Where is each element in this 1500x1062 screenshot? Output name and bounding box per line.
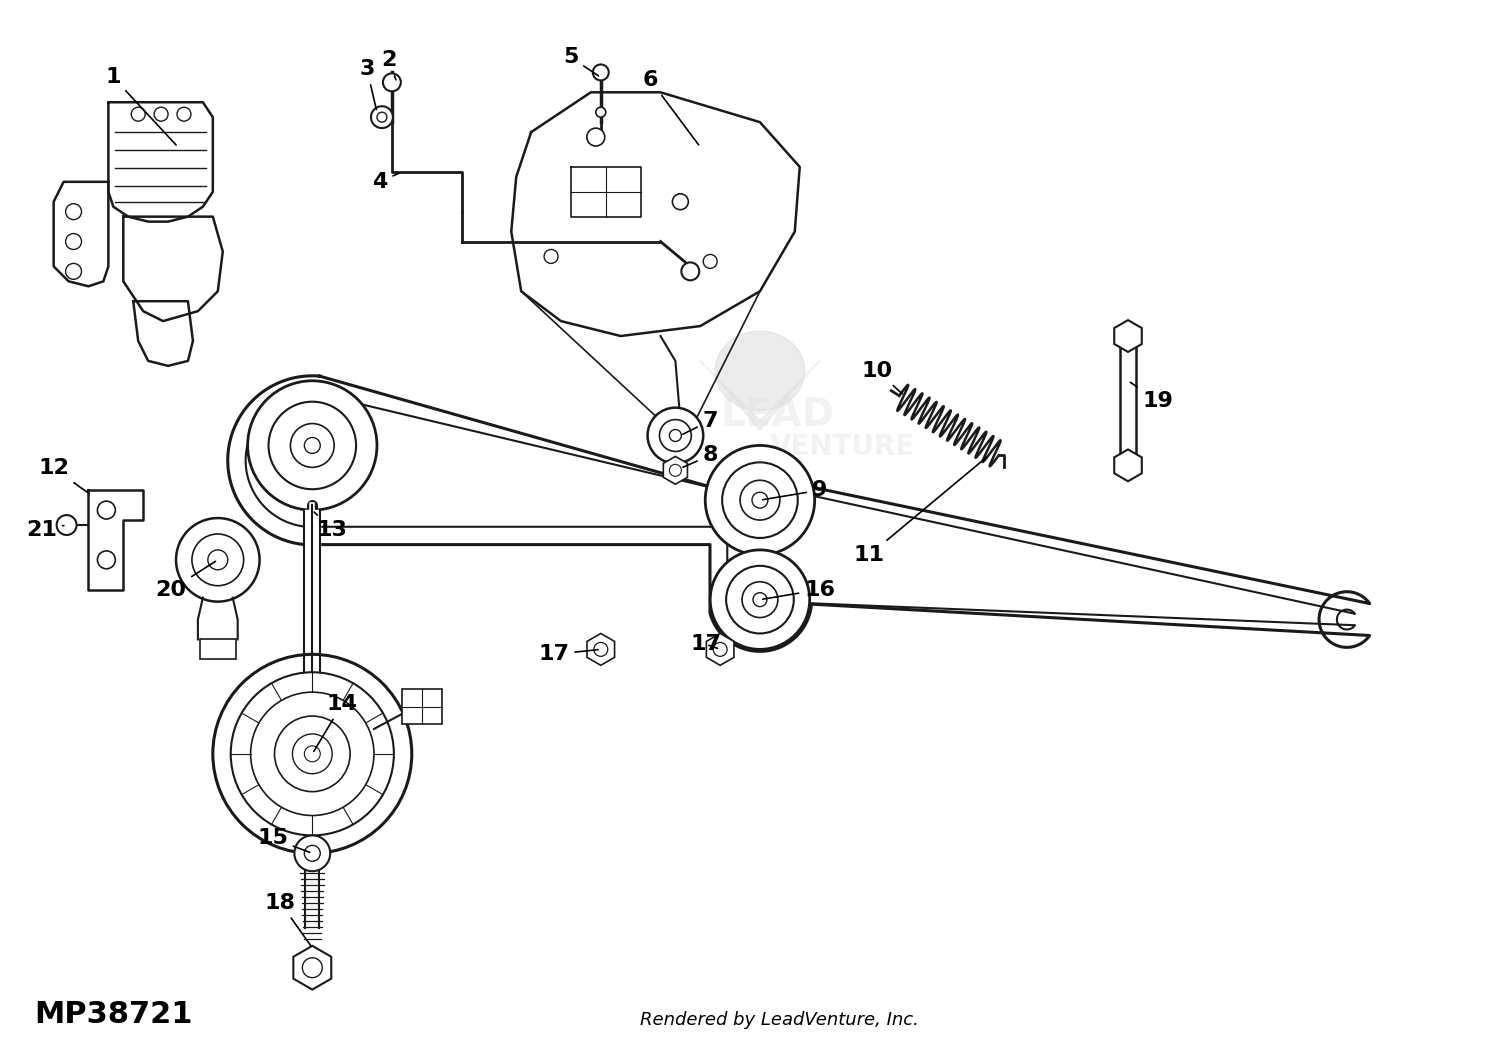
- Circle shape: [292, 734, 332, 774]
- Text: VENTURE: VENTURE: [770, 433, 915, 461]
- Circle shape: [177, 107, 190, 121]
- Circle shape: [304, 746, 321, 761]
- Text: 14: 14: [314, 695, 357, 752]
- Circle shape: [98, 551, 116, 569]
- Circle shape: [251, 692, 374, 816]
- Circle shape: [132, 107, 146, 121]
- Circle shape: [192, 534, 243, 586]
- Polygon shape: [200, 639, 236, 660]
- Circle shape: [268, 401, 356, 490]
- Circle shape: [248, 381, 376, 510]
- Circle shape: [648, 408, 704, 463]
- Circle shape: [752, 492, 768, 508]
- Circle shape: [98, 501, 116, 519]
- Text: LEAD: LEAD: [720, 395, 834, 433]
- Circle shape: [376, 113, 387, 122]
- Circle shape: [57, 515, 76, 535]
- Text: 8: 8: [682, 445, 718, 467]
- Circle shape: [209, 550, 228, 570]
- Circle shape: [294, 836, 330, 871]
- Circle shape: [154, 107, 168, 121]
- Circle shape: [672, 193, 688, 209]
- Text: 2: 2: [381, 51, 396, 80]
- Text: 3: 3: [360, 59, 376, 109]
- Circle shape: [231, 672, 394, 836]
- Text: 5: 5: [564, 48, 598, 75]
- Text: Rendered by LeadVenture, Inc.: Rendered by LeadVenture, Inc.: [640, 1011, 920, 1029]
- Polygon shape: [294, 946, 332, 990]
- Polygon shape: [306, 871, 320, 928]
- Text: 6: 6: [644, 70, 699, 144]
- Circle shape: [382, 73, 400, 91]
- Text: 1: 1: [105, 67, 176, 145]
- Polygon shape: [663, 457, 687, 484]
- Circle shape: [594, 643, 608, 656]
- Circle shape: [213, 654, 412, 853]
- Polygon shape: [1114, 449, 1142, 481]
- Circle shape: [726, 566, 794, 633]
- Polygon shape: [88, 491, 142, 589]
- Circle shape: [303, 958, 322, 978]
- Text: 19: 19: [1131, 382, 1173, 411]
- Circle shape: [370, 106, 393, 129]
- Text: 12: 12: [38, 459, 88, 494]
- Circle shape: [710, 550, 810, 649]
- Circle shape: [176, 518, 260, 602]
- Text: 7: 7: [682, 411, 718, 434]
- Polygon shape: [706, 633, 734, 665]
- Text: 18: 18: [266, 893, 310, 945]
- Text: 11: 11: [853, 457, 987, 565]
- Circle shape: [669, 429, 681, 442]
- Text: 10: 10: [862, 361, 901, 394]
- Text: 17: 17: [538, 645, 598, 665]
- Circle shape: [712, 643, 728, 656]
- Polygon shape: [228, 376, 1370, 651]
- Circle shape: [681, 262, 699, 280]
- Circle shape: [669, 464, 681, 476]
- Text: 17: 17: [690, 634, 722, 654]
- Text: 16: 16: [762, 580, 836, 600]
- Circle shape: [586, 129, 604, 145]
- Polygon shape: [586, 633, 615, 665]
- Text: MP38721: MP38721: [34, 1000, 192, 1029]
- Circle shape: [753, 593, 766, 606]
- Text: 21: 21: [27, 520, 64, 539]
- Polygon shape: [54, 182, 108, 287]
- Text: 20: 20: [156, 562, 216, 600]
- Polygon shape: [700, 361, 819, 430]
- Polygon shape: [123, 217, 224, 321]
- Circle shape: [722, 462, 798, 538]
- Circle shape: [704, 255, 717, 269]
- Circle shape: [740, 480, 780, 520]
- Polygon shape: [512, 92, 800, 336]
- Circle shape: [592, 65, 609, 81]
- Polygon shape: [402, 689, 441, 724]
- Circle shape: [274, 716, 350, 791]
- Text: 13: 13: [315, 512, 348, 539]
- Circle shape: [66, 234, 81, 250]
- Polygon shape: [134, 302, 194, 366]
- Polygon shape: [108, 102, 213, 222]
- Circle shape: [304, 845, 321, 861]
- Circle shape: [660, 419, 692, 451]
- Circle shape: [304, 438, 321, 453]
- Text: 15: 15: [256, 828, 309, 853]
- Polygon shape: [572, 167, 640, 217]
- Circle shape: [705, 445, 815, 554]
- Circle shape: [66, 263, 81, 279]
- Circle shape: [742, 582, 778, 617]
- Polygon shape: [716, 331, 804, 411]
- Polygon shape: [304, 510, 321, 823]
- Circle shape: [291, 424, 334, 467]
- Circle shape: [66, 204, 81, 220]
- Polygon shape: [1120, 336, 1136, 465]
- Text: 9: 9: [762, 480, 828, 500]
- Text: 4: 4: [372, 172, 399, 192]
- Polygon shape: [1114, 320, 1142, 352]
- Circle shape: [544, 250, 558, 263]
- Circle shape: [596, 107, 606, 117]
